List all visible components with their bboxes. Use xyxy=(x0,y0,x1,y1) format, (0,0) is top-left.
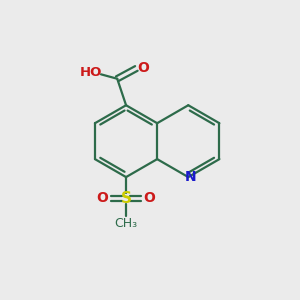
Text: N: N xyxy=(185,170,197,184)
Text: S: S xyxy=(121,191,132,206)
Text: HO: HO xyxy=(80,66,102,80)
Text: O: O xyxy=(144,191,156,205)
Text: O: O xyxy=(97,191,108,205)
Text: CH₃: CH₃ xyxy=(115,218,138,230)
Text: O: O xyxy=(137,61,149,75)
